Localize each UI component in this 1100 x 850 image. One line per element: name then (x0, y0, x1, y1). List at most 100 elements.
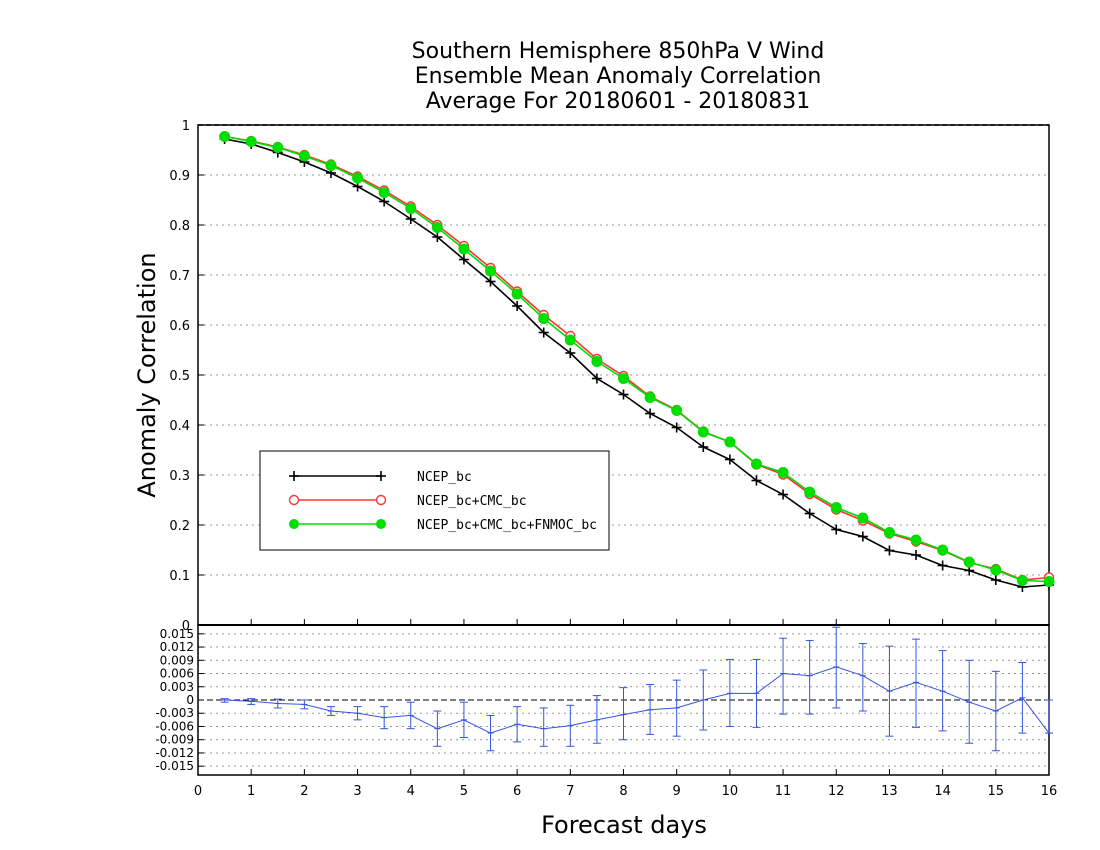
data-point (219, 131, 231, 142)
y-tick-label: 0.3 (169, 469, 190, 484)
x-tick-label: 3 (353, 784, 361, 799)
bottom-panel: 0.0150.0120.0090.0060.0030-0.003-0.006-0… (155, 624, 1053, 776)
y-tick-label: 0.6 (169, 319, 190, 334)
data-point (911, 550, 922, 560)
data-point (990, 575, 1001, 585)
y-tick-label: -0.003 (155, 706, 194, 720)
x-tick-label: 14 (934, 784, 951, 799)
error-bar (725, 658, 734, 727)
y-tick-label: -0.015 (155, 759, 194, 773)
data-point (245, 136, 257, 147)
error-bar (247, 698, 256, 705)
x-tick-label: 8 (619, 784, 627, 799)
data-point (591, 356, 603, 367)
y-tick-label: 0 (182, 619, 190, 634)
y-tick-label: 0.015 (160, 627, 194, 641)
data-point (778, 489, 789, 500)
legend-marker (376, 519, 386, 529)
y-tick-label: 0.8 (169, 219, 190, 234)
error-bar (646, 684, 655, 735)
x-tick-label: 6 (513, 784, 521, 799)
x-tick-label: 11 (775, 784, 792, 799)
error-bar (380, 706, 389, 730)
data-point (485, 276, 496, 287)
error-bar (459, 701, 468, 738)
x-tick-label: 0 (194, 784, 202, 799)
x-tick-label: 2 (300, 784, 308, 799)
y-tick-label: 0.9 (169, 169, 190, 184)
data-point (1016, 575, 1028, 586)
error-bar (699, 669, 708, 731)
data-point (405, 214, 416, 224)
error-bar (566, 704, 575, 747)
y-tick-label: -0.012 (155, 746, 194, 760)
error-bar (539, 707, 548, 747)
y-tick-label: 0.012 (160, 640, 194, 654)
y-tick-label: 0.009 (160, 653, 194, 667)
x-tick-label: 9 (673, 784, 681, 799)
error-bar (592, 695, 601, 744)
legend-marker (288, 494, 300, 506)
y-tick-label: -0.006 (155, 719, 194, 733)
error-bar (805, 639, 814, 715)
error-bar (326, 706, 335, 716)
y-tick-label: 0.4 (169, 419, 190, 434)
chart-title-line: Average For 20180601 - 20180831 (426, 89, 811, 114)
data-point (884, 545, 895, 556)
error-bar (858, 643, 867, 712)
top-panel: 0 0.1 0.2 0.3 0.4 0.5 0.6 0.7 0.8 0.9 1 (169, 119, 1055, 634)
data-point (804, 508, 815, 519)
y-tick-label: 0.1 (169, 569, 190, 584)
data-point (830, 502, 842, 513)
error-bar (220, 698, 229, 703)
error-bar (912, 638, 921, 728)
data-point (618, 373, 629, 384)
error-bar (406, 701, 415, 730)
chart-title-line: Ensemble Mean Anomaly Correlation (415, 64, 822, 89)
error-bar (619, 687, 628, 741)
error-bar (832, 626, 841, 709)
data-point (645, 408, 656, 419)
error-bar (300, 699, 309, 710)
data-point (804, 486, 816, 498)
error-bar (1018, 662, 1027, 734)
data-point (379, 196, 390, 207)
chart-title: Southern Hemisphere 850hPa V WindEnsembl… (412, 39, 825, 114)
data-point (724, 454, 735, 465)
data-point (405, 203, 417, 214)
data-point (352, 172, 364, 184)
y-axis-title: Anomaly Correlation (133, 252, 161, 497)
data-point (671, 405, 683, 416)
data-point (618, 389, 629, 400)
data-point (565, 348, 576, 358)
data-point (591, 373, 602, 384)
error-bar (433, 710, 442, 747)
x-tick-label: 7 (566, 784, 574, 799)
data-point (963, 556, 975, 568)
error-bar (513, 706, 522, 743)
x-axis: 0 1 2 3 4 5 6 7 8 9 10 11 12 13 14 15 16 (194, 619, 1057, 799)
data-point (458, 243, 470, 255)
data-point (431, 222, 443, 233)
data-point (697, 426, 709, 438)
data-point (564, 334, 576, 346)
x-tick-label: 10 (722, 784, 739, 799)
data-point (432, 232, 443, 242)
diff-line (224, 666, 1050, 734)
y-tick-label: -0.009 (155, 733, 194, 747)
data-point (644, 392, 656, 403)
x-tick-label: 1 (247, 784, 255, 799)
data-point (512, 301, 523, 311)
data-point (325, 160, 337, 171)
data-point (750, 458, 762, 470)
data-point (937, 560, 948, 571)
data-point (298, 150, 310, 162)
error-bar (273, 698, 282, 709)
y-tick-label: 0.006 (160, 667, 194, 681)
error-bar (779, 637, 788, 715)
data-point (831, 524, 842, 535)
data-point (378, 187, 390, 198)
error-bar (965, 659, 974, 744)
error-bar (938, 650, 947, 732)
